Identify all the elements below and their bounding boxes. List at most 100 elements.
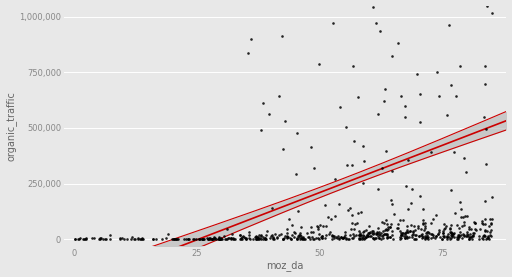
Point (359, 144, 368, 148)
Point (173, 237, 181, 241)
Point (445, 234, 453, 239)
Point (478, 219, 486, 224)
Point (354, 237, 362, 241)
Point (456, 200, 464, 204)
Point (307, 230, 315, 234)
Point (445, 237, 454, 241)
Point (259, 235, 267, 240)
Point (278, 34, 286, 38)
Point (428, 232, 436, 237)
Point (360, 228, 368, 233)
Point (483, 236, 492, 241)
Point (379, 98, 388, 103)
Point (450, 235, 458, 240)
Point (397, 94, 405, 98)
Point (269, 235, 277, 240)
Point (384, 235, 392, 239)
Point (350, 139, 358, 143)
Point (330, 235, 338, 240)
Point (442, 236, 451, 241)
Point (129, 235, 137, 239)
Point (127, 237, 135, 241)
Point (464, 225, 473, 229)
Point (432, 213, 440, 217)
Point (223, 226, 231, 231)
Point (466, 235, 475, 239)
Point (443, 231, 452, 236)
Point (208, 237, 217, 242)
Point (362, 233, 371, 237)
Point (338, 236, 347, 240)
Point (471, 220, 479, 225)
Point (335, 202, 343, 206)
Point (482, 237, 490, 241)
Point (481, 228, 489, 232)
Point (364, 234, 372, 238)
Point (462, 233, 470, 238)
Point (348, 236, 356, 240)
Point (88, 236, 96, 241)
Point (480, 234, 488, 238)
Point (353, 95, 361, 100)
Point (102, 237, 111, 241)
Point (422, 235, 430, 239)
Point (257, 127, 265, 132)
Point (374, 112, 382, 116)
Point (355, 233, 363, 237)
Point (349, 231, 357, 236)
Point (198, 237, 206, 242)
Point (438, 237, 446, 241)
Point (368, 229, 376, 233)
Point (446, 230, 455, 234)
Point (268, 206, 276, 210)
Point (199, 237, 207, 241)
Point (287, 237, 295, 241)
Point (216, 237, 224, 241)
Point (294, 234, 302, 238)
Point (374, 226, 382, 230)
Point (460, 234, 468, 238)
Point (446, 188, 455, 193)
Point (393, 226, 401, 230)
Point (420, 235, 429, 240)
Point (379, 229, 387, 234)
Point (236, 232, 244, 237)
Point (366, 230, 374, 234)
Point (464, 233, 473, 238)
Point (438, 237, 446, 241)
Point (281, 119, 289, 124)
Point (251, 234, 260, 239)
Point (229, 237, 238, 241)
Point (356, 237, 364, 241)
Point (171, 237, 179, 241)
Point (313, 224, 322, 228)
Point (358, 236, 367, 240)
Point (341, 230, 349, 234)
Point (427, 150, 435, 155)
Point (375, 231, 383, 236)
Point (424, 237, 432, 242)
Point (401, 114, 409, 119)
Point (298, 235, 306, 240)
Point (222, 237, 230, 241)
Point (189, 237, 198, 242)
Point (363, 233, 371, 237)
Point (81, 236, 90, 240)
Point (348, 163, 356, 167)
Point (266, 234, 274, 238)
Point (453, 235, 461, 239)
Point (484, 237, 493, 241)
Point (481, 63, 489, 68)
Point (448, 232, 456, 237)
Point (356, 210, 365, 214)
Point (242, 237, 250, 241)
Point (293, 236, 302, 241)
Point (185, 237, 194, 241)
Point (344, 207, 352, 212)
Point (352, 233, 360, 237)
Point (422, 231, 430, 235)
Point (396, 235, 404, 240)
Point (483, 4, 492, 9)
Point (310, 166, 318, 171)
Point (481, 229, 489, 233)
